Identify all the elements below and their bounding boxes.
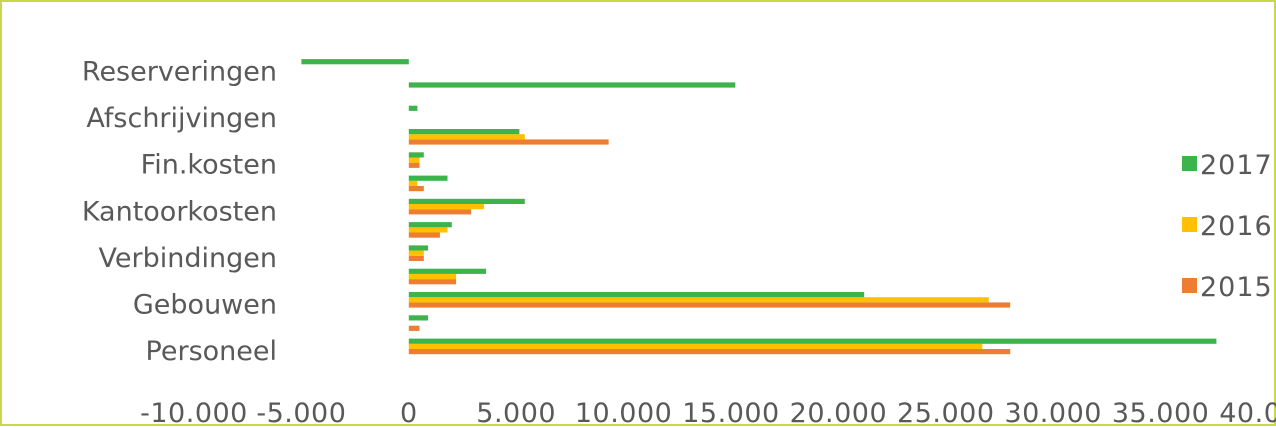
legend-swatch-2016 [1182,217,1197,232]
legend-label-2015: 2015 [1200,272,1273,303]
legend-swatch-2015 [1182,278,1197,293]
bar-2015-7 [408,186,424,192]
bar-2016-8 [408,157,420,163]
bar-2015-0 [408,349,1011,355]
bar-2016-2 [408,297,989,303]
bar-2017-0 [408,338,1217,344]
legend: 2017 2016 2015 [1182,150,1273,303]
bar-2015-4 [408,255,424,261]
bar-2017-9 [408,129,520,135]
x-tick-label: -10.000 [140,398,248,428]
x-tick-label: 25.000 [897,398,994,428]
x-tick-label: 20.000 [790,398,887,428]
bar-2017-2 [408,292,865,298]
category-label: Reserveringen [82,57,277,88]
category-label: Verbindingen [99,243,277,274]
x-tick-label: 10.000 [575,398,672,428]
bar-2016-5 [408,227,448,233]
bar-2015-1 [408,325,420,331]
x-tick-label: 15.000 [682,398,779,428]
bar-2017-1 [408,315,429,321]
bar-2016-6 [408,204,484,210]
bar-2016-0 [408,343,983,349]
legend-swatch-2017 [1182,156,1197,171]
bar-2017-4 [408,245,429,251]
x-tick-label: 0 [400,398,418,428]
bars-layer [301,59,1217,355]
x-tick-label: 40.000 [1219,398,1276,428]
category-label: Gebouwen [133,289,277,320]
category-label: Personeel [146,336,277,367]
bar-2015-9 [408,139,609,145]
bar-2016-4 [408,250,424,256]
bar-2015-6 [408,209,472,215]
x-tick-label: 35.000 [1112,398,1209,428]
x-tick-label: 5.000 [476,398,556,428]
category-label: Afschrijvingen [86,103,277,134]
bar-2015-2 [408,302,1011,308]
x-tick-label: 30.000 [1004,398,1101,428]
bar-2015-3 [408,279,457,285]
bar-2017-12 [301,59,409,65]
bar-2017-6 [408,198,525,204]
bar-2016-7 [408,180,418,186]
bar-2017-3 [408,268,487,274]
x-tick-label: -5.000 [256,398,346,428]
legend-label-2017: 2017 [1200,150,1273,181]
bar-2015-5 [408,232,440,238]
bar-2017-7 [408,175,448,181]
bar-2015-8 [408,162,420,168]
legend-label-2016: 2016 [1200,211,1273,242]
bar-2016-9 [408,134,525,140]
category-label: Kantoorkosten [82,196,277,227]
x-tick-labels: -10.000 -5.000 0 5.000 10.000 15.000 20.000 25.… [140,398,1276,428]
category-label: Fin.kosten [141,150,277,181]
bar-2017-5 [408,222,452,228]
category-labels: Personeel Gebouwen Verbindingen Kantoorkost… [82,57,277,367]
bar-2017-10 [408,105,418,111]
bar-2017-8 [408,152,424,158]
bar-2016-3 [408,273,457,280]
bar-2017-11 [408,82,736,88]
